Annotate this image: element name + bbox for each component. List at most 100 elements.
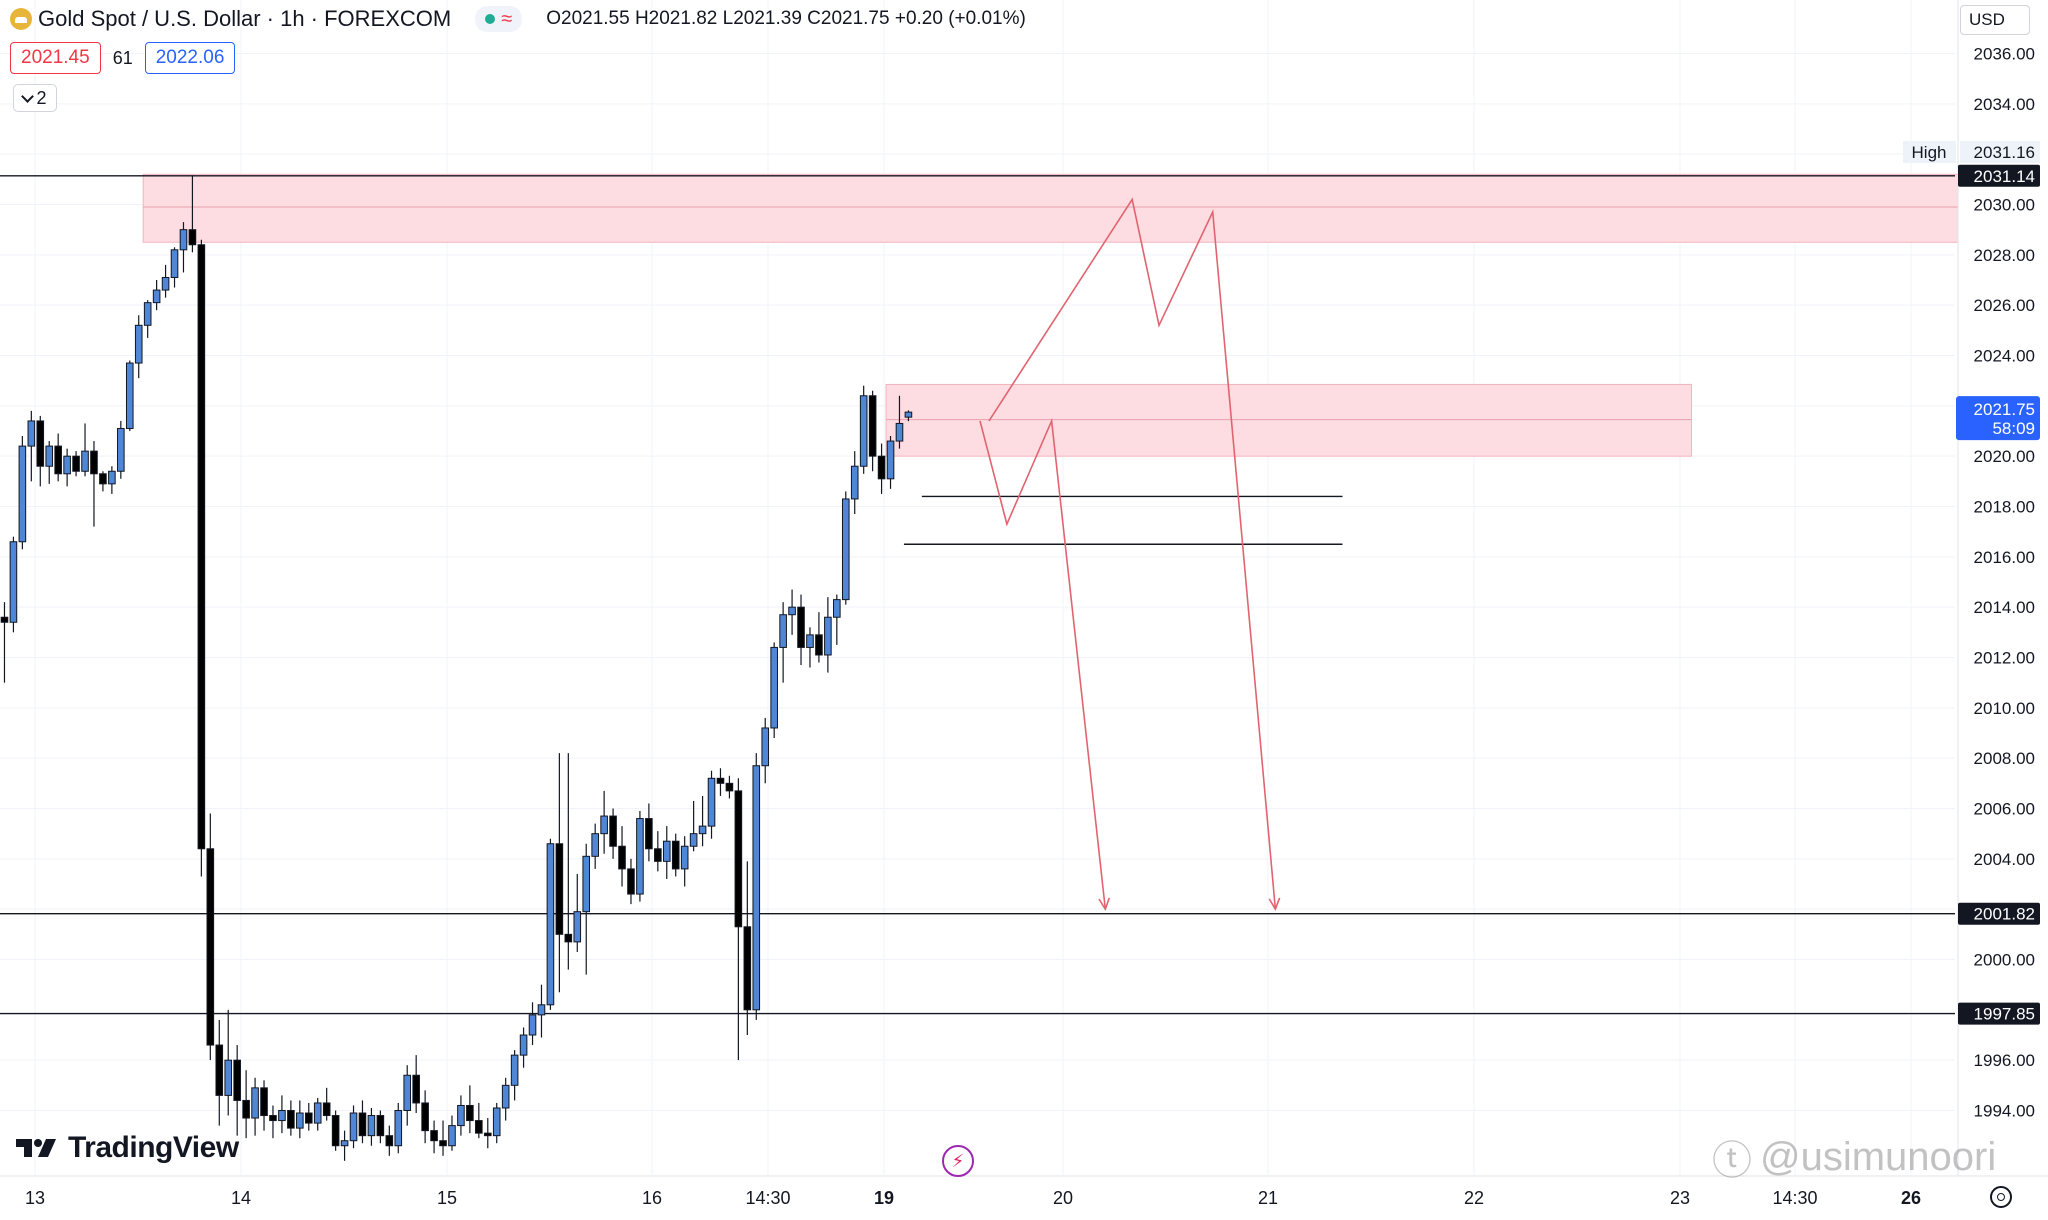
indicator-count: 2 — [36, 87, 47, 108]
candle — [627, 858, 635, 905]
candle-body — [501, 1084, 510, 1109]
candle — [54, 433, 62, 482]
candle — [555, 753, 564, 993]
candle — [45, 441, 54, 484]
candle-body — [752, 765, 761, 1011]
candle — [833, 594, 841, 645]
price-tick-label: 2028.00 — [1974, 246, 2035, 265]
candle — [618, 826, 626, 887]
candle — [501, 1077, 510, 1121]
candle — [322, 1087, 331, 1121]
projection-paths — [979, 197, 1281, 911]
projection-path — [988, 197, 1277, 910]
candle-body — [859, 395, 868, 467]
watermark-handle: @usimunoori — [1760, 1134, 1997, 1179]
candle-body — [143, 302, 152, 326]
time-tick-label: 21 — [1258, 1188, 1278, 1208]
price-axis[interactable]: 1994.001996.002000.002002.002004.002006.… — [1903, 0, 2048, 1176]
candle-body — [886, 440, 895, 480]
data-delay-icon: ≈ — [501, 8, 513, 30]
candle — [519, 1027, 528, 1068]
sell-price-button[interactable]: 2021.45 — [10, 42, 101, 74]
candle-body — [90, 450, 98, 475]
price-level-value: 2001.82 — [1974, 905, 2035, 924]
buy-price-button[interactable]: 2022.06 — [144, 42, 236, 74]
symbol-title[interactable]: Gold Spot / U.S. Dollar · 1h · FOREXCOM — [38, 6, 452, 31]
lightning-icon[interactable]: ⚡ — [942, 1145, 974, 1177]
tradingview-logo[interactable]: TradingView — [16, 1131, 239, 1165]
candle-body — [134, 324, 143, 364]
candle — [457, 1095, 465, 1136]
current-price-value: 2021.75 — [1974, 400, 2035, 419]
tradingview-text: TradingView — [68, 1131, 239, 1164]
time-tick-label: 23 — [1670, 1188, 1690, 1208]
candle-body — [45, 445, 54, 467]
price-tick-label: 2018.00 — [1974, 498, 2035, 517]
rectangle-zones — [142, 173, 2015, 457]
time-axis[interactable]: 13 14 15 16 14:30 19 20 21 22 23 14:30 26 — [0, 1175, 2048, 1220]
candle — [313, 1097, 322, 1131]
price-tick-label: 2030.00 — [1974, 196, 2035, 215]
candle — [143, 300, 152, 338]
candle-body — [81, 450, 89, 472]
candle-body — [537, 1004, 546, 1016]
candle-body — [376, 1115, 385, 1137]
currency-selector[interactable]: USD — [1960, 5, 2030, 35]
candle — [886, 436, 895, 489]
market-status-pill[interactable]: ≈ — [475, 6, 523, 32]
candle — [636, 811, 644, 902]
candle-body — [251, 1087, 259, 1119]
candle — [680, 836, 689, 887]
candle-body — [662, 840, 671, 862]
candle — [859, 385, 868, 474]
candle — [412, 1055, 420, 1114]
supply-zone — [142, 173, 2015, 243]
time-tick-label: 26 — [1901, 1188, 1921, 1208]
candle — [448, 1115, 456, 1151]
candle — [877, 443, 886, 494]
time-tick-label: 19 — [874, 1188, 894, 1208]
candle — [582, 843, 591, 975]
high-value: 2031.16 — [1974, 143, 2035, 162]
candle-body — [27, 420, 36, 447]
price-tick-label: 2008.00 — [1974, 749, 2035, 768]
candle — [99, 471, 107, 492]
candle-body — [439, 1140, 447, 1147]
settings-gear-icon[interactable] — [1990, 1186, 2012, 1208]
candle — [170, 247, 179, 288]
candle — [475, 1102, 483, 1139]
high-value-background — [1960, 141, 2040, 163]
candle-body — [260, 1087, 268, 1117]
candle — [466, 1085, 474, 1134]
current-price-badge — [1956, 396, 2040, 441]
candle — [349, 1105, 358, 1149]
candle-body — [877, 455, 886, 480]
candle — [430, 1120, 438, 1154]
candle-body — [636, 818, 644, 895]
supply-zone — [885, 383, 1693, 457]
candle — [161, 264, 170, 298]
candle-body — [761, 727, 770, 767]
price-tick-label: 2000.00 — [1974, 951, 2035, 970]
time-tick-label: 16 — [642, 1188, 662, 1208]
candle — [224, 1009, 233, 1116]
time-tick-label: 15 — [437, 1188, 457, 1208]
candle — [108, 466, 116, 494]
candle-body — [483, 1132, 492, 1137]
candle-body — [287, 1110, 295, 1129]
candle-body — [385, 1135, 394, 1147]
candle-body — [833, 599, 841, 618]
candle — [206, 813, 215, 1061]
indicators-toggle[interactable]: 2 — [13, 84, 57, 112]
candle — [698, 795, 707, 847]
price-tick-label: 2006.00 — [1974, 800, 2035, 819]
candle — [528, 1002, 537, 1046]
candle-body — [179, 229, 188, 251]
candle-body — [770, 646, 778, 729]
candle — [36, 415, 45, 487]
candle-body — [743, 926, 752, 1011]
candle-body — [573, 911, 582, 943]
candle-body — [868, 395, 877, 457]
candle-body — [278, 1110, 286, 1122]
